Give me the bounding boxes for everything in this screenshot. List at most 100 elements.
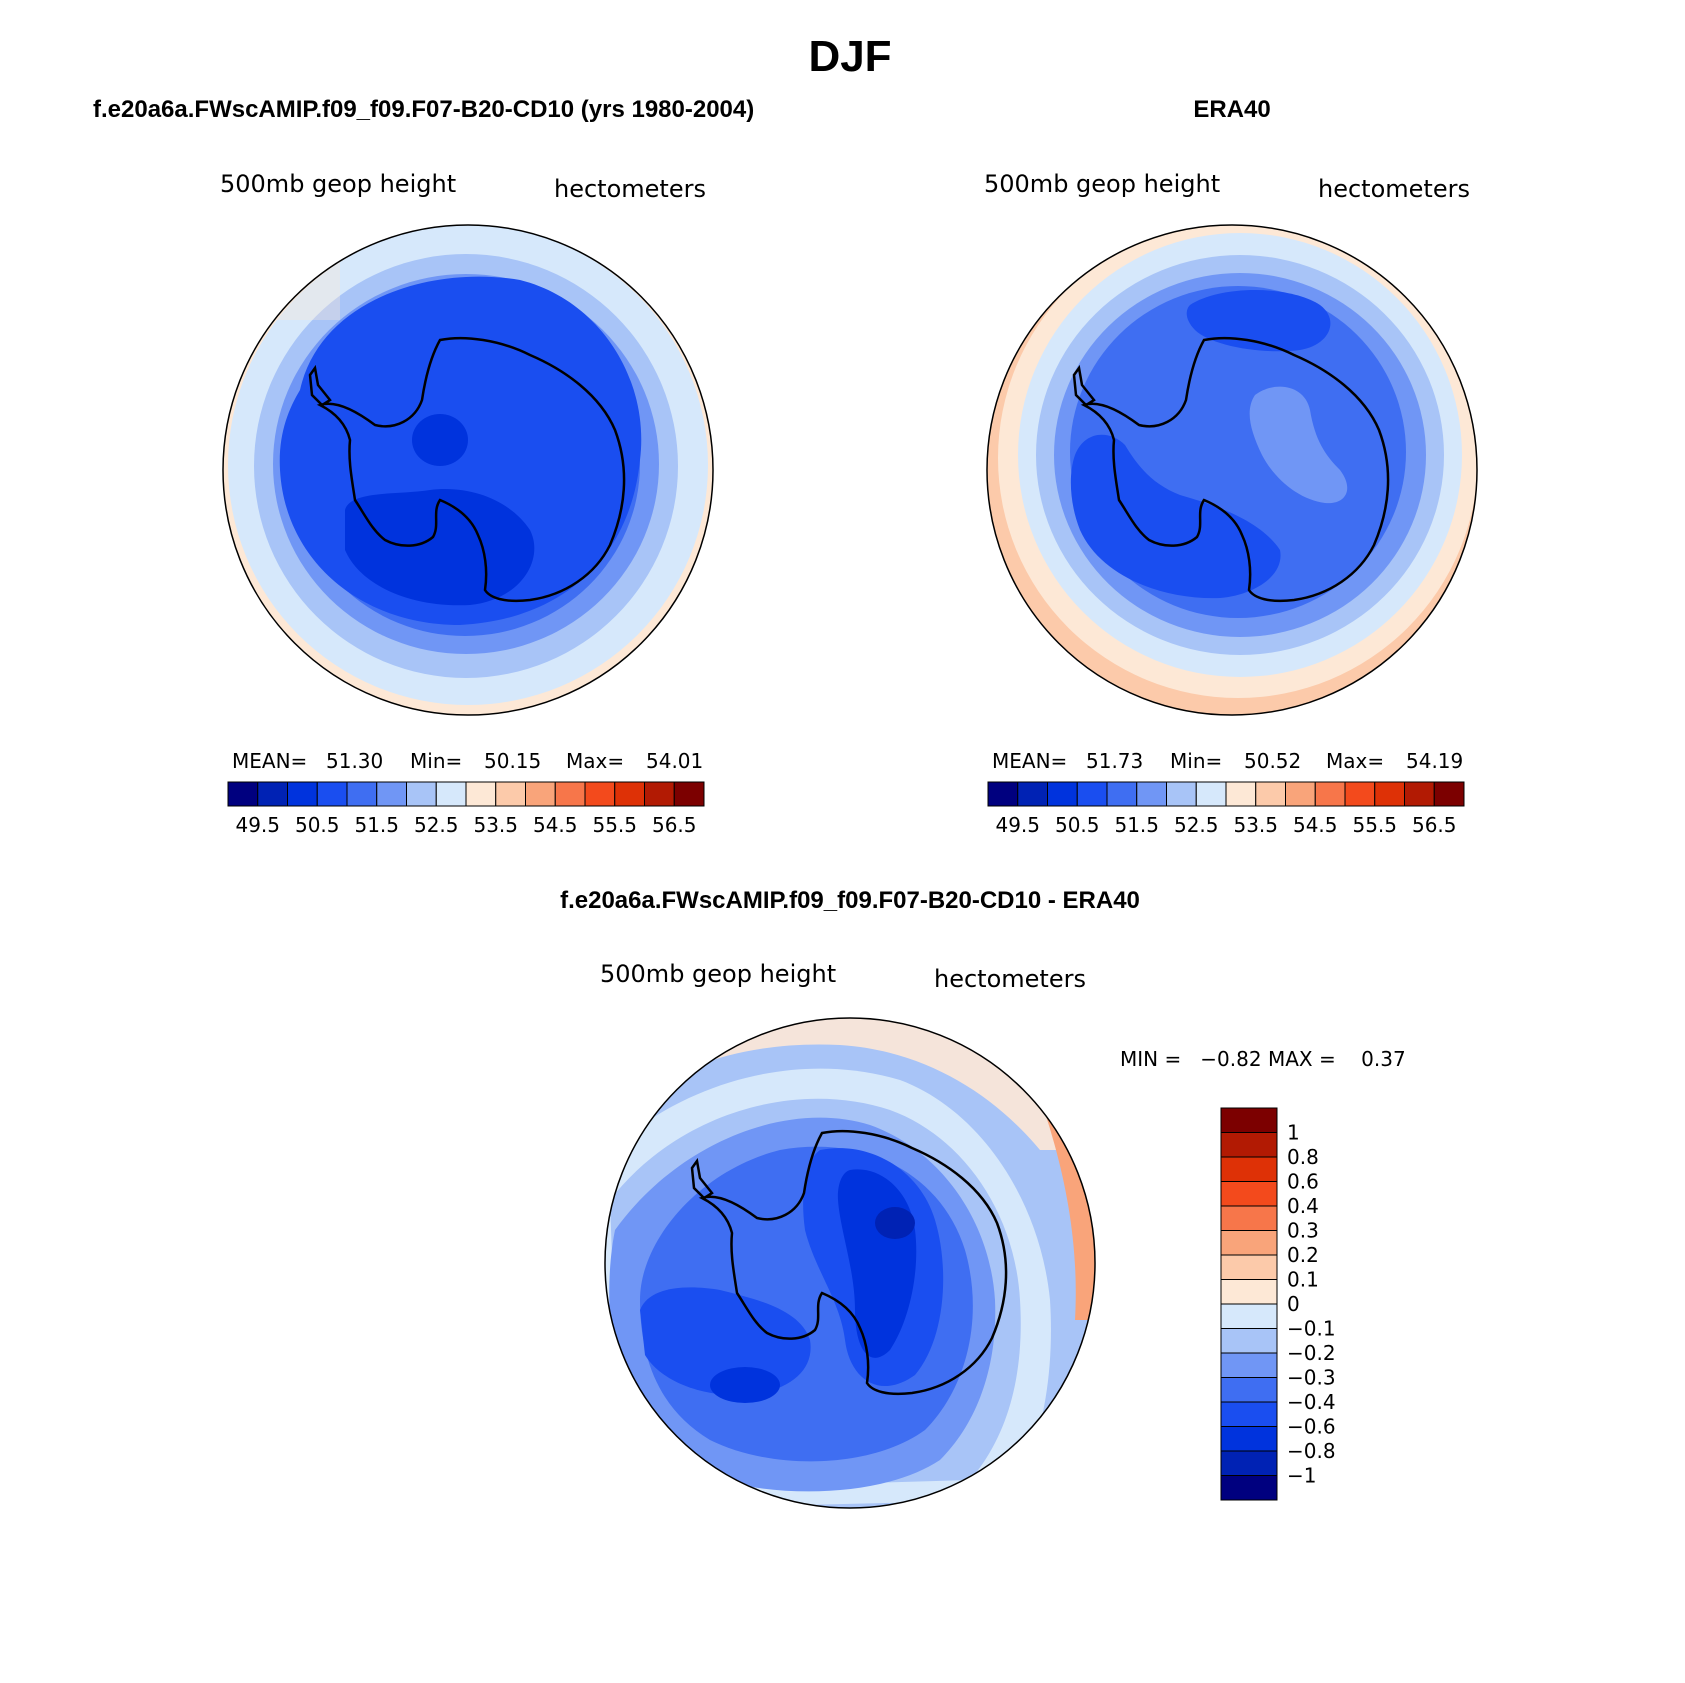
obs-colorbar-swatch: [1225, 781, 1257, 807]
diff-colorbar-swatch: [1220, 1230, 1278, 1256]
diff-colorbar-swatch: [1220, 1205, 1278, 1231]
model-colorbar-swatch: [316, 781, 348, 807]
model-contour-50-5b: [412, 414, 468, 466]
obs-max-label: Max=: [1326, 749, 1384, 773]
model-max-value: 54.01: [646, 749, 703, 773]
diff-colorbar-swatch: [1220, 1328, 1278, 1354]
diff-colorbar-tick-label: 1: [1287, 1121, 1300, 1145]
diff-colorbar-tick-label: −1: [1287, 1464, 1316, 1488]
diff-colorbar-tick-label: 0.2: [1287, 1243, 1319, 1267]
model-colorbar-swatch: [346, 781, 378, 807]
diff-colorbar-tick-label: 0: [1287, 1292, 1300, 1316]
obs-contour-51a: [1186, 290, 1331, 352]
model-colorbar-tick-label: 54.5: [533, 813, 578, 837]
model-units-label: hectometers: [554, 175, 706, 203]
diff-colorbar-swatch: [1220, 1254, 1278, 1280]
obs-colorbar-swatch: [1404, 781, 1435, 807]
model-peninsula: [308, 364, 332, 407]
obs-max-value: 54.19: [1406, 749, 1463, 773]
model-colorbar-swatch: [584, 781, 616, 807]
model-colorbar-swatch: [525, 781, 556, 807]
model-colorbar-swatch: [406, 781, 437, 807]
obs-colorbar-swatch: [1285, 781, 1316, 807]
model-colorbar-tick-label: 49.5: [235, 813, 280, 837]
obs-map-border: [986, 224, 1478, 716]
model-colorbar-swatch: [376, 781, 407, 807]
obs-map: [987, 225, 1477, 715]
diff-units-label: hectometers: [934, 965, 1086, 993]
obs-colorbar-swatch: [1166, 781, 1197, 807]
model-colorbar-swatch: [287, 781, 318, 807]
obs-min-label: Min=: [1170, 749, 1222, 773]
model-coastline: [316, 336, 626, 603]
diff-colorbar-tick-label: −0.6: [1287, 1415, 1336, 1439]
obs-colorbar-tick-label: 53.5: [1233, 813, 1278, 837]
model-colorbar-swatch: [435, 781, 467, 807]
obs-colorbar-swatch: [1076, 781, 1108, 807]
diff-colorbar-tick-label: −0.1: [1287, 1317, 1336, 1341]
model-colorbar-tick-label: 50.5: [295, 813, 340, 837]
diff-panel-title: f.e20a6a.FWscAMIP.f09_f09.F07-B20-CD10 -…: [560, 887, 1140, 914]
diff-colorbar-labels: 10.80.60.40.30.20.10−0.1−0.2−0.3−0.4−0.6…: [1287, 1121, 1336, 1488]
diff-colorbar-swatch: [1220, 1401, 1278, 1427]
obs-colorbar-tick-label: 50.5: [1055, 813, 1100, 837]
obs-peninsula: [1072, 364, 1096, 407]
obs-colorbar-swatch: [1195, 781, 1227, 807]
diff-colorbar-swatch: [1220, 1132, 1278, 1158]
model-colorbar-swatch: [673, 781, 705, 807]
model-min-label: Min=: [410, 749, 462, 773]
model-colorbar-swatch: [614, 781, 645, 807]
model-colorbar-labels: 49.5 50.5 51.5 52.5 53.5 54.5 55.5 56.5: [235, 813, 696, 837]
obs-colorbar-tick-label: 56.5: [1412, 813, 1457, 837]
model-colorbar-tick-label: 53.5: [473, 813, 518, 837]
diff-colorbar-tick-label: 0.1: [1287, 1268, 1319, 1292]
left-panel-title: f.e20a6a.FWscAMIP.f09_f09.F07-B20-CD10 (…: [93, 96, 754, 123]
model-mean-label: MEAN=: [232, 749, 307, 773]
diff-colorbar-swatch: [1220, 1426, 1278, 1452]
model-panel: 500mb geop height hectometers MEAN= 51.3…: [220, 170, 714, 837]
diff-colorbar-swatch: [1220, 1303, 1278, 1329]
model-colorbar-swatch: [257, 781, 288, 807]
model-map-border: [222, 224, 714, 716]
diff-colorbar-tick-label: 0.3: [1287, 1219, 1319, 1243]
diff-panel: 500mb geop height hectometers MIN = −0.8…: [600, 960, 1406, 1509]
diff-colorbar-tick-label: 0.6: [1287, 1170, 1319, 1194]
obs-colorbar-tick-label: 55.5: [1352, 813, 1397, 837]
diff-peninsula: [690, 1157, 714, 1200]
diff-colorbar-tick-label: −0.2: [1287, 1341, 1336, 1365]
obs-panel: 500mb geop height hectometers MEAN= 51.7…: [984, 170, 1478, 837]
obs-mean-value: 51.73: [1086, 749, 1143, 773]
obs-colorbar-tick-label: 51.5: [1114, 813, 1159, 837]
diff-contour-minus-1: [875, 1207, 915, 1239]
diff-minmax-text: MIN = −0.82 MAX = 0.37: [1120, 1047, 1406, 1071]
model-colorbar-tick-label: 52.5: [414, 813, 459, 837]
diff-colorbar-tick-label: −0.4: [1287, 1390, 1336, 1414]
obs-colorbar-swatch: [1017, 781, 1048, 807]
diff-colorbar: [1220, 1107, 1278, 1501]
diff-contour-minus-06a: [640, 1287, 811, 1396]
obs-colorbar-swatch: [1314, 781, 1346, 807]
obs-min-value: 50.52: [1244, 749, 1301, 773]
obs-colorbar-swatch: [1136, 781, 1167, 807]
diff-colorbar-tick-label: −0.8: [1287, 1439, 1336, 1463]
diff-colorbar-swatch: [1220, 1181, 1278, 1207]
diff-colorbar-tick-label: 0.4: [1287, 1194, 1319, 1218]
obs-colorbar-tick-label: 52.5: [1174, 813, 1219, 837]
model-min-value: 50.15: [484, 749, 541, 773]
model-colorbar-swatch: [227, 781, 259, 807]
obs-colorbar-swatch: [1344, 781, 1376, 807]
obs-colorbar-labels: 49.5 50.5 51.5 52.5 53.5 54.5 55.5 56.5: [995, 813, 1456, 837]
model-field-corner: [223, 225, 340, 320]
model-colorbar-swatch: [495, 781, 526, 807]
right-panel-title: ERA40: [1193, 96, 1270, 123]
diff-colorbar-swatch: [1220, 1156, 1278, 1182]
diff-map-border: [604, 1017, 1096, 1509]
diff-colorbar-tick-label: 0.8: [1287, 1145, 1319, 1169]
diff-colorbar-swatch: [1220, 1352, 1278, 1378]
obs-coastline: [1080, 336, 1390, 603]
diff-map: [605, 1018, 1095, 1508]
diff-contour-minus-08a: [710, 1367, 780, 1403]
diff-colorbar-swatch: [1220, 1475, 1278, 1501]
obs-units-label: hectometers: [1318, 175, 1470, 203]
